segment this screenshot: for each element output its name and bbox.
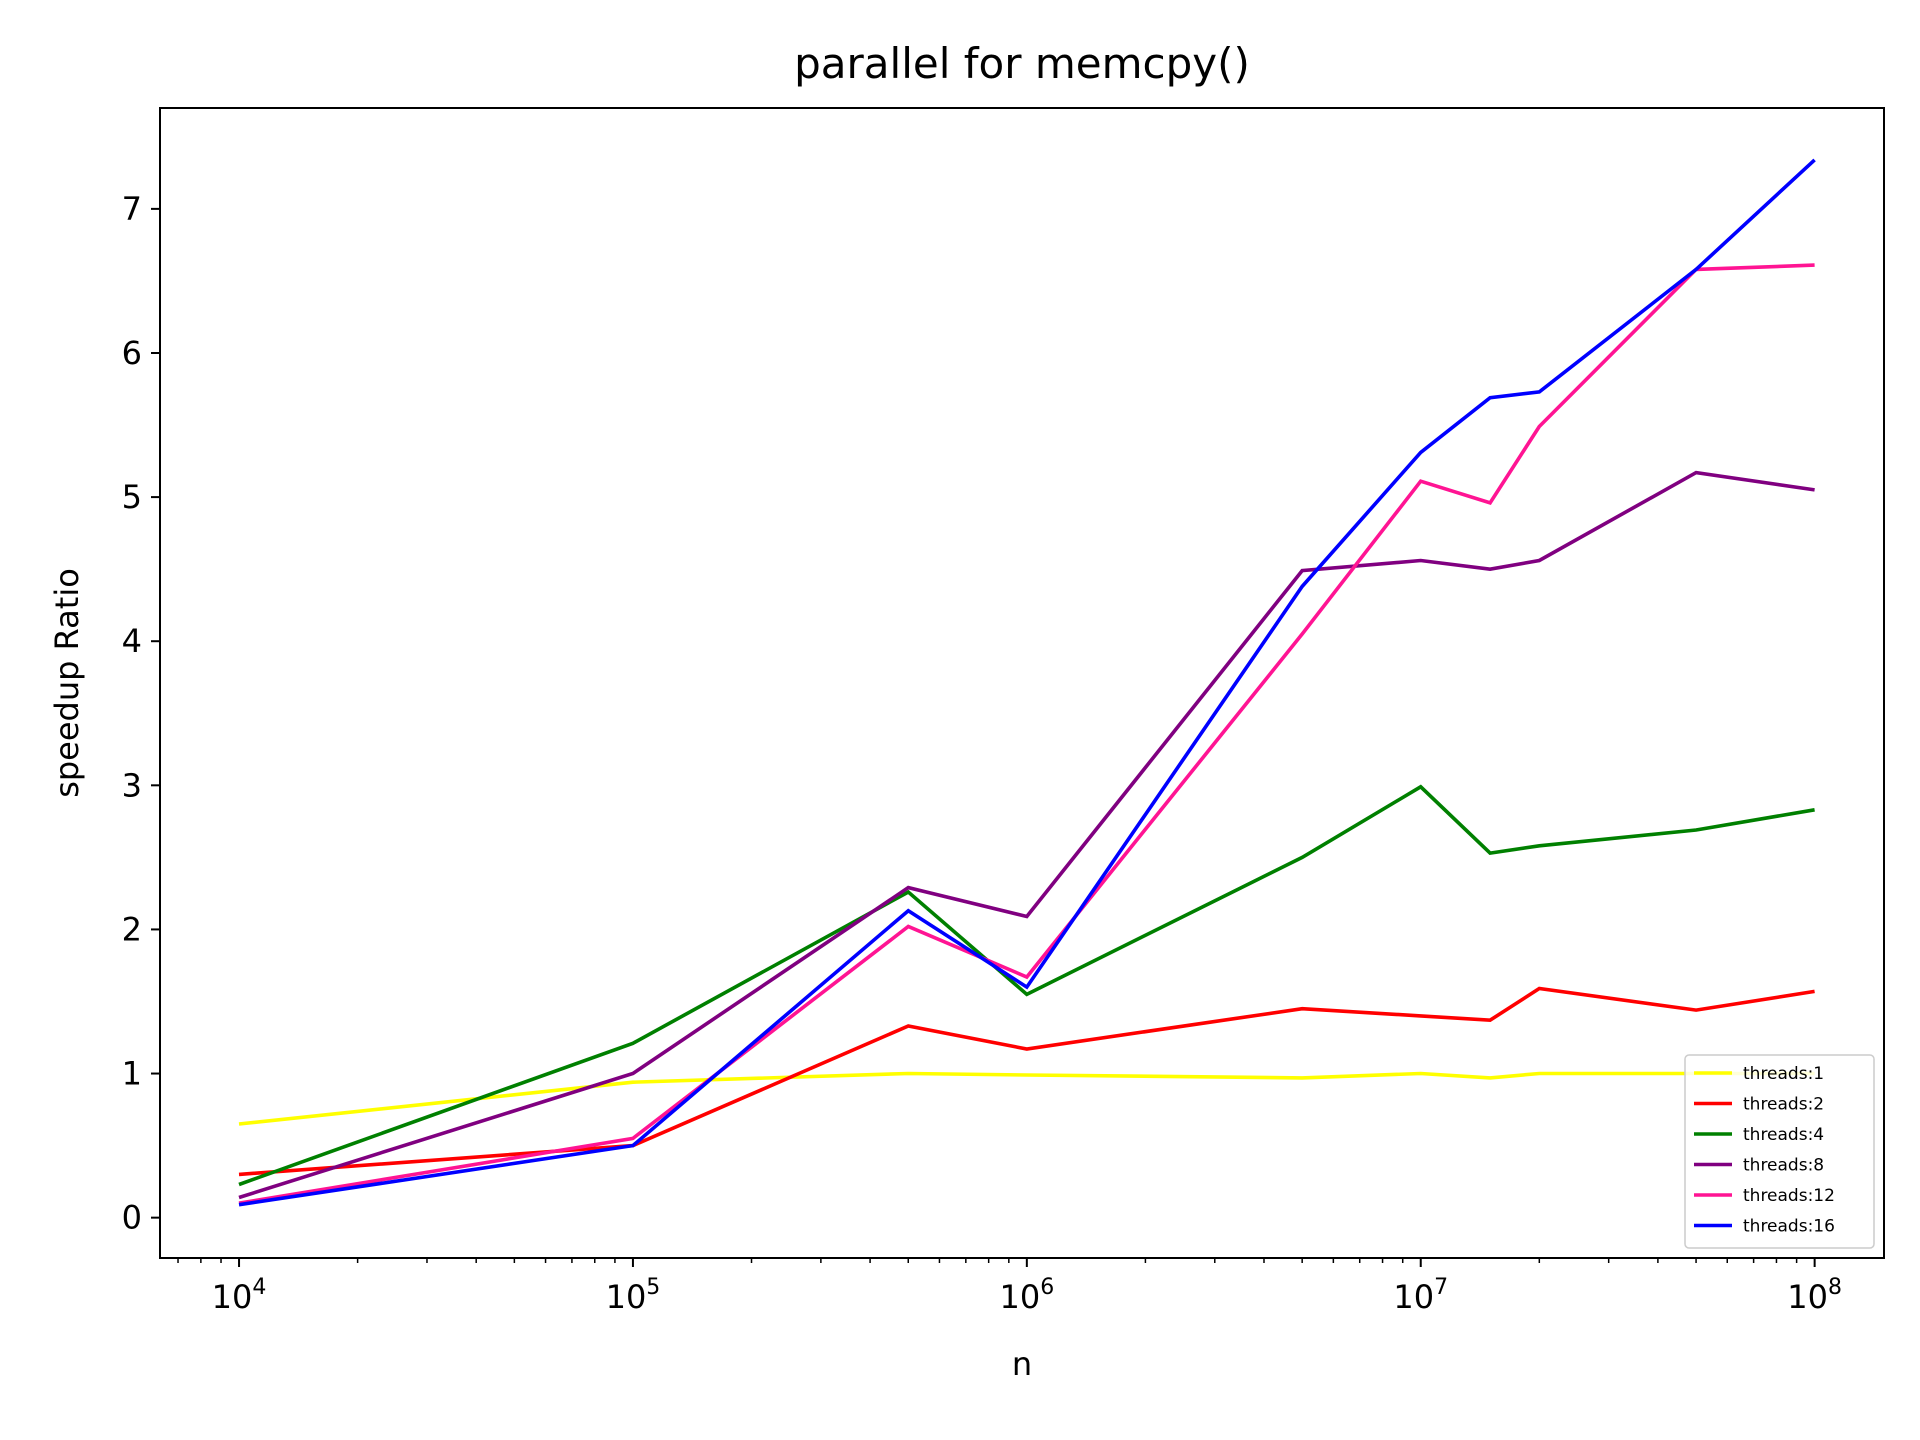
y-tick-label: 4: [122, 622, 142, 660]
x-tick-label: 106: [999, 1275, 1054, 1316]
series-lines: [238, 158, 1816, 1207]
y-tick-label: 7: [122, 190, 142, 228]
plot-frame: [159, 107, 1885, 1259]
y-tick-label: 2: [122, 910, 142, 948]
legend-label: threads:16: [1743, 1217, 1835, 1237]
series-line-threads-4: [238, 784, 1815, 1187]
y-tick-label: 5: [122, 478, 142, 516]
x-axis-label: n: [1012, 1345, 1032, 1383]
series-line-threads-1: [238, 1071, 1815, 1126]
ticks: 0 1 2 3 4 5 6 7 104 105 106 107 108: [122, 190, 1842, 1316]
x-tick-label: 108: [1787, 1275, 1842, 1316]
legend: threads:1 threads:2 threads:4 threads:8 thre…: [1684, 1054, 1875, 1249]
series-line-threads-2: [238, 986, 1815, 1177]
series-line-threads-16: [238, 158, 1816, 1207]
chart-title: parallel for memcpy(): [794, 39, 1250, 88]
legend-label: threads:4: [1743, 1125, 1824, 1145]
legend-box: [1684, 1054, 1875, 1249]
series-line-threads-8: [238, 470, 1815, 1200]
legend-label: threads:2: [1743, 1095, 1824, 1115]
x-tick-label: 107: [1393, 1275, 1448, 1316]
y-tick-label: 3: [122, 766, 142, 804]
legend-label: threads:12: [1743, 1186, 1835, 1206]
y-axis-label: speedup Ratio: [48, 568, 86, 798]
y-tick-label: 0: [122, 1199, 142, 1237]
y-tick-label: 6: [122, 334, 142, 372]
legend-label: threads:8: [1743, 1156, 1824, 1176]
y-tick-label: 1: [122, 1055, 142, 1093]
x-tick-label: 105: [606, 1275, 661, 1316]
x-tick-label: 104: [212, 1275, 267, 1316]
series-line-threads-12: [238, 263, 1815, 1205]
legend-label: threads:1: [1743, 1064, 1824, 1084]
